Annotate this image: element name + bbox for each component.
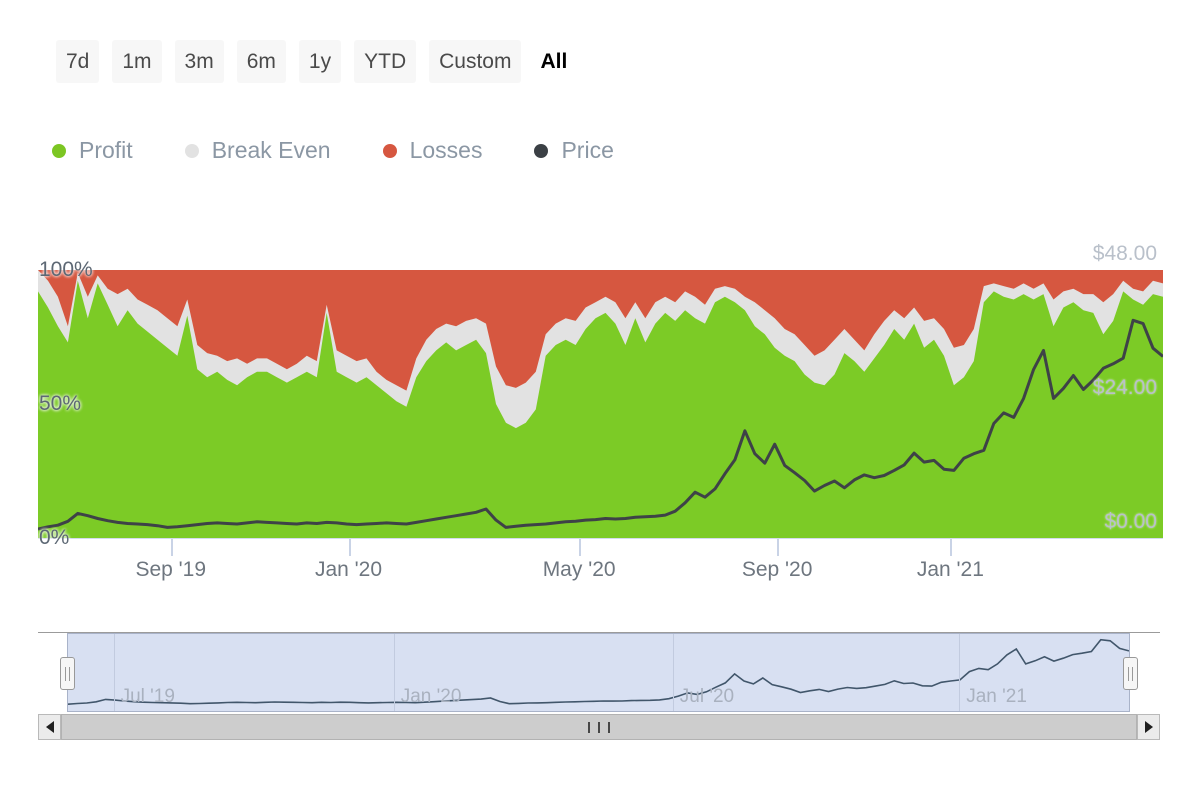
legend-label: Break Even (211, 137, 331, 163)
range-button-1y[interactable]: 1y (298, 40, 342, 84)
navigator-right-handle[interactable] (1123, 657, 1138, 690)
grip-icon (588, 721, 590, 733)
navigator-gridline (113, 634, 115, 711)
legend-label: Losses (409, 137, 483, 163)
x-axis-label: Jan '21 (916, 558, 984, 581)
x-axis-label: Sep '19 (135, 558, 207, 581)
navigator-line (68, 638, 1129, 705)
price-line (38, 318, 1163, 531)
range-button-ytd[interactable]: YTD (354, 40, 417, 84)
legend-dot-icon (52, 143, 66, 158)
legend-item-profit[interactable]: Profit (52, 137, 133, 164)
legend-dot-icon (534, 143, 549, 158)
navigator-gridline (393, 634, 395, 711)
navigator: Jul '19 Jan '20 Jul '20 Jan '21 (38, 632, 1160, 713)
range-button-6m[interactable]: 6m (236, 40, 286, 84)
main-chart-plot-area[interactable]: 100% 50% 0% $48.00 $24.00 $0.00 (38, 242, 1163, 549)
navigator-selected-range[interactable]: Jul '19 Jan '20 Jul '20 Jan '21 (67, 633, 1130, 712)
navigator-axis-label: Jan '20 (400, 686, 462, 707)
scroll-left-button[interactable] (38, 714, 61, 740)
horizontal-scrollbar (38, 714, 1160, 740)
range-button-1m[interactable]: 1m (112, 40, 162, 84)
arrow-left-icon (45, 721, 54, 733)
x-axis: Sep '19 Jan '20 May '20 Sep '20 Jan '21 (38, 538, 1163, 588)
x-axis-tick (777, 539, 780, 556)
y-axis-percent-label: 0% (39, 526, 70, 549)
navigator-gridline (959, 634, 961, 711)
navigator-gridline (672, 634, 674, 711)
x-axis-tick (579, 539, 582, 556)
y-axis-percent-label: 50% (39, 392, 82, 415)
legend-label: Price (561, 137, 614, 163)
x-axis-label: Sep '20 (741, 558, 813, 581)
range-button-3m[interactable]: 3m (174, 40, 224, 84)
x-axis-tick (170, 539, 173, 556)
scrollbar-thumb[interactable] (61, 714, 1137, 740)
legend-label: Profit (79, 137, 133, 163)
range-button-7d[interactable]: 7d (56, 40, 100, 84)
chart-legend: Profit Break Even Losses Price (52, 137, 614, 164)
x-axis-label: Jan '20 (314, 558, 383, 581)
x-axis-tick (348, 539, 351, 556)
legend-item-break-even[interactable]: Break Even (184, 137, 331, 164)
navigator-price-line (68, 638, 1129, 705)
y-axis-price-label: $24.00 (1092, 376, 1157, 399)
navigator-axis-label: Jul '20 (679, 686, 735, 707)
legend-dot-icon (184, 143, 199, 158)
arrow-right-icon (1144, 721, 1153, 733)
legend-dot-icon (382, 143, 397, 158)
y-axis-price-label: $48.00 (1092, 242, 1157, 265)
profit-area (38, 280, 1163, 538)
legend-item-price[interactable]: Price (534, 137, 614, 164)
y-axis-percent-label: 100% (39, 258, 93, 281)
time-range-toolbar: 7d 1m 3m 6m 1y YTD Custom All (56, 40, 573, 84)
navigator-left-handle[interactable] (60, 657, 75, 690)
range-button-custom[interactable]: Custom (429, 40, 522, 84)
scroll-right-button[interactable] (1137, 714, 1160, 740)
x-axis-label: May '20 (542, 558, 616, 581)
x-axis-line (38, 538, 1163, 539)
range-button-all[interactable]: All (534, 40, 573, 83)
navigator-axis-label: Jul '19 (120, 686, 175, 707)
stacked-area-chart[interactable] (38, 270, 1163, 538)
y-axis-price-label: $0.00 (1104, 510, 1157, 533)
navigator-axis-label: Jan '21 (966, 686, 1027, 707)
x-axis-tick (950, 539, 953, 556)
legend-item-losses[interactable]: Losses (382, 137, 483, 164)
